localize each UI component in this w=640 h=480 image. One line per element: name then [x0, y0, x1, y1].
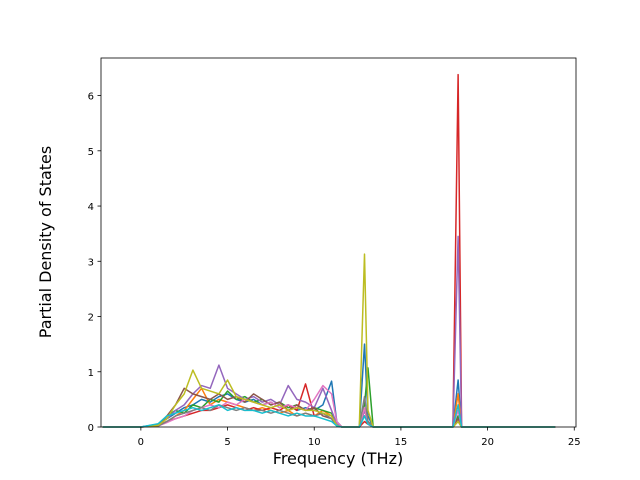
y-tick-label: 1: [88, 368, 94, 379]
x-tick-label: 25: [568, 437, 581, 448]
y-axis-label: Partial Density of States: [36, 146, 55, 338]
series-line: [102, 73, 556, 428]
y-tick-label: 0: [88, 423, 94, 434]
y-tick-label: 4: [88, 202, 94, 213]
x-tick-label: 20: [481, 437, 494, 448]
y-tick-label: 6: [88, 92, 94, 103]
y-tick-label: 5: [88, 147, 94, 158]
series-line: [102, 235, 556, 428]
x-tick-label: 0: [138, 437, 144, 448]
y-tick-label: 3: [88, 257, 94, 268]
y-tick-label: 2: [88, 313, 94, 324]
plot-frame: [100, 57, 577, 428]
series-line: [102, 253, 556, 428]
x-axis-label: Frequency (THz): [273, 449, 403, 468]
x-tick-label: 15: [395, 437, 408, 448]
x-tick-label: 10: [308, 437, 321, 448]
x-tick-label: 5: [224, 437, 230, 448]
